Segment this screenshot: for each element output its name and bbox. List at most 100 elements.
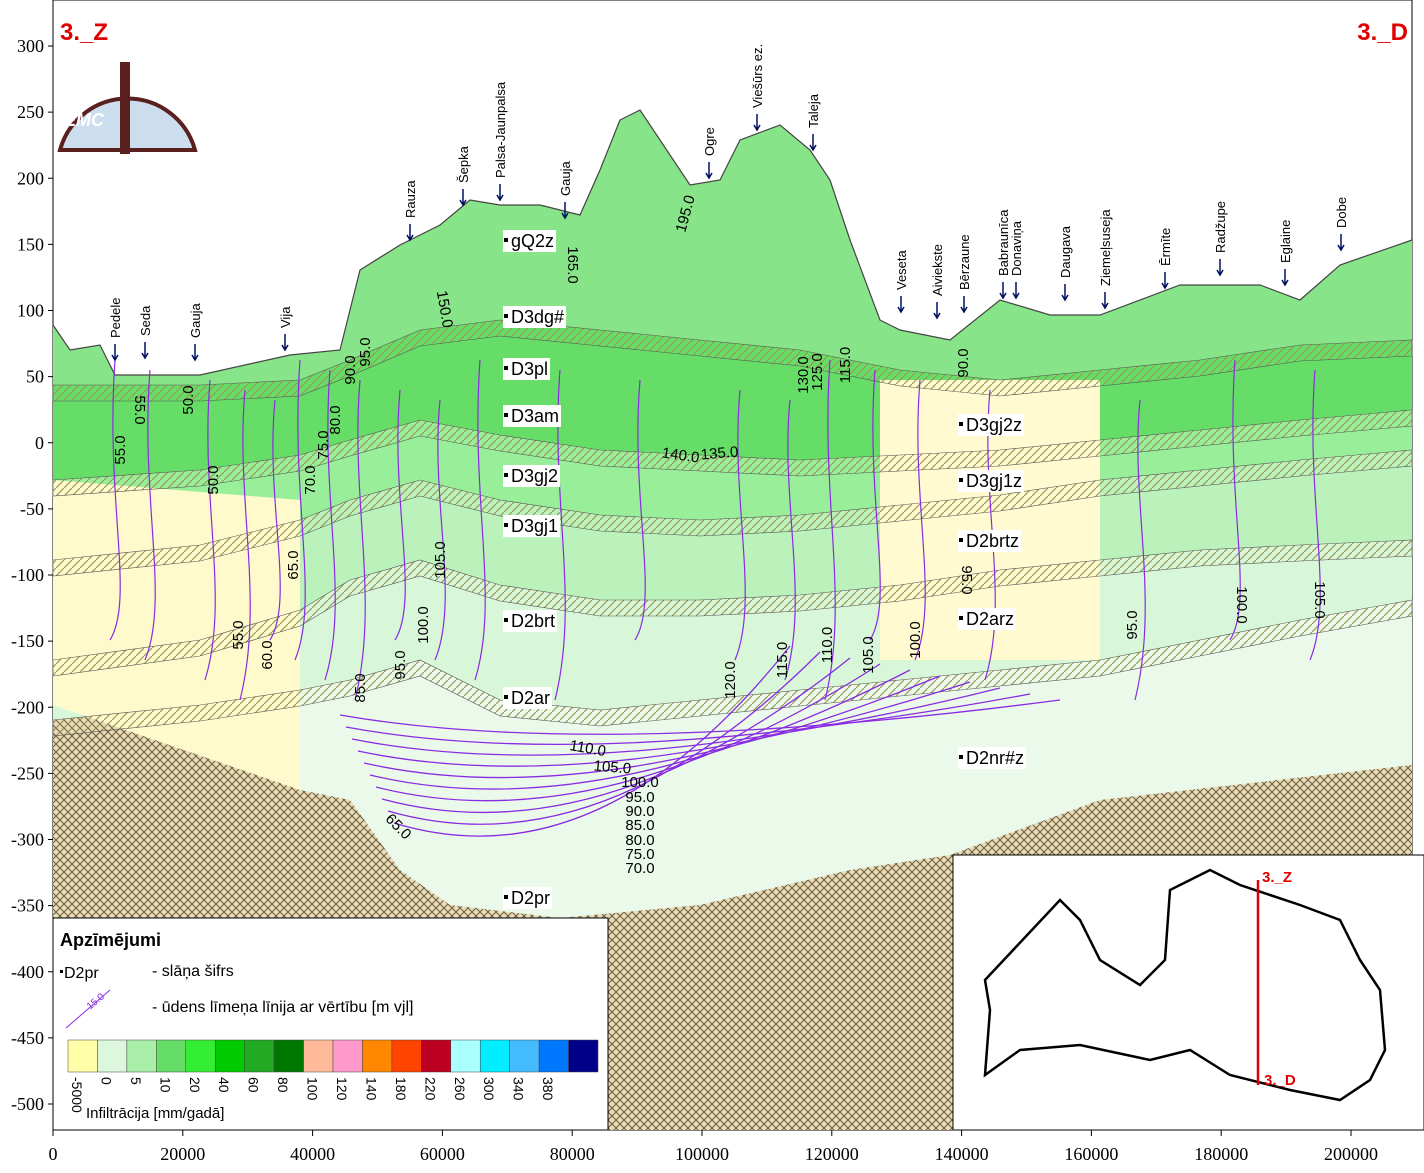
- scale-label: 80: [275, 1077, 291, 1093]
- layer-dot: [504, 238, 508, 242]
- inset-map: 3._Z 3._D: [952, 854, 1424, 1131]
- head-contour: [394, 389, 406, 641]
- y-tick-label: -50: [20, 499, 44, 519]
- head-contour: [474, 359, 486, 681]
- layer-code-bg: [503, 887, 553, 909]
- ground-surface: [52, 109, 1413, 376]
- y-tick-label: 0: [35, 433, 44, 453]
- logo-text: EMC: [64, 110, 105, 130]
- scale-label: 10: [157, 1077, 173, 1093]
- y-tick-label: 50: [26, 367, 44, 387]
- river-label: Donaviņa: [1009, 220, 1024, 276]
- contour-label: 105.0: [432, 541, 449, 579]
- river-label: Aiviekste: [930, 244, 945, 296]
- head-contour: [357, 681, 971, 767]
- layer-code: D3gj1z: [966, 471, 1022, 491]
- layer-code: D3pl: [511, 359, 548, 379]
- layer-code: D2pr: [511, 888, 550, 908]
- contour-label: 90.0: [625, 803, 654, 820]
- river-label: Bērzaune: [957, 234, 972, 290]
- river-label: Viešūrs ez.: [750, 44, 765, 108]
- x-tick-label: 0: [49, 1144, 58, 1164]
- contour-label: 105.0: [593, 757, 632, 777]
- river-label: Pedele: [108, 298, 123, 338]
- river-label: Radžupe: [1213, 201, 1228, 253]
- river-arrow: [1061, 284, 1069, 302]
- head-contour: [354, 379, 366, 701]
- layer-dot: [959, 478, 963, 482]
- scale-swatch: [214, 1039, 245, 1073]
- layer-code-bg: [503, 358, 551, 380]
- head-contour: [375, 663, 881, 802]
- head-contour: [294, 359, 306, 661]
- aquitard-hatch: [52, 409, 1413, 497]
- layer-code: D3dg#: [511, 307, 564, 327]
- layer-code: D2nr#z: [966, 748, 1024, 768]
- head-contour: [269, 399, 281, 641]
- river-arrow: [999, 282, 1007, 300]
- layer-code: D3gj2z: [966, 415, 1022, 435]
- scale-label: 260: [452, 1077, 468, 1101]
- contour-label: 55.0: [230, 620, 247, 649]
- head-contour: [784, 399, 796, 681]
- legend-title: Apzīmējumi: [60, 930, 161, 950]
- river-arrow: [141, 342, 149, 360]
- scale-label: 380: [540, 1077, 556, 1101]
- contour-label: 75.0: [625, 846, 654, 863]
- head-contour: [239, 389, 251, 701]
- contour-label: 50.0: [205, 465, 222, 494]
- river-label: Eglaine: [1278, 220, 1293, 263]
- contour-label: 105.0: [860, 636, 877, 674]
- river-arrow: [1101, 292, 1109, 310]
- legend-line: [65, 989, 111, 1029]
- contour-label: 60.0: [259, 640, 276, 669]
- contour-label: 70.0: [302, 465, 319, 494]
- y-tick-label: -250: [11, 763, 44, 783]
- river-arrow: [1337, 234, 1345, 252]
- scale-swatch: [421, 1039, 452, 1073]
- scale-swatch: [185, 1039, 216, 1073]
- contour-label: 80.0: [625, 832, 654, 849]
- river-label: Palsa-Jaunpalsa: [493, 81, 508, 178]
- layer-code-bg: [958, 747, 1027, 769]
- y-tick-label: -500: [11, 1094, 44, 1114]
- x-tick-label: 40000: [290, 1144, 335, 1164]
- scale-label: 340: [511, 1077, 527, 1101]
- layer-code: D3gj1: [511, 516, 558, 536]
- y-tick-label: -350: [11, 896, 44, 916]
- river-arrow: [1012, 282, 1020, 300]
- head-contour: [869, 369, 881, 641]
- head-contour: [634, 379, 646, 641]
- scale-swatch: [303, 1039, 334, 1073]
- x-tick-label: 120000: [805, 1144, 859, 1164]
- y-tick-label: 100: [17, 301, 44, 321]
- layer-code: D2arz: [966, 609, 1014, 629]
- layer-dot: [504, 618, 508, 622]
- layer-dot: [504, 473, 508, 477]
- x-tick-label: 100000: [675, 1144, 729, 1164]
- y-tick-label: 300: [17, 36, 44, 56]
- layer-code-bg: [503, 465, 561, 487]
- contour-label: 120.0: [722, 661, 739, 699]
- layer-dot: [504, 895, 508, 899]
- y-tick-label: -400: [11, 962, 44, 982]
- river-label: Vija: [278, 306, 293, 328]
- y-tick-label: -150: [11, 631, 44, 651]
- geology: [52, 109, 1413, 1130]
- river-label: Taleja: [806, 93, 821, 128]
- river-arrow: [753, 114, 761, 132]
- layer-dot: [504, 314, 508, 318]
- contour-label: 55.0: [131, 395, 148, 424]
- river-arrow: [496, 184, 504, 202]
- scale-swatch: [97, 1039, 128, 1073]
- layer-code: D3am: [511, 406, 559, 426]
- layer-dot: [959, 616, 963, 620]
- river-label: Ziemeļsuseja: [1098, 209, 1113, 286]
- contour-label: 110.0: [819, 627, 836, 663]
- river-label: Babraunīca: [996, 209, 1011, 276]
- river-label: Gauja: [558, 161, 573, 196]
- scale-label: 0: [98, 1077, 114, 1085]
- contour-label: 70.0: [625, 860, 654, 877]
- head-contour: [914, 379, 926, 661]
- layer-dot: [959, 422, 963, 426]
